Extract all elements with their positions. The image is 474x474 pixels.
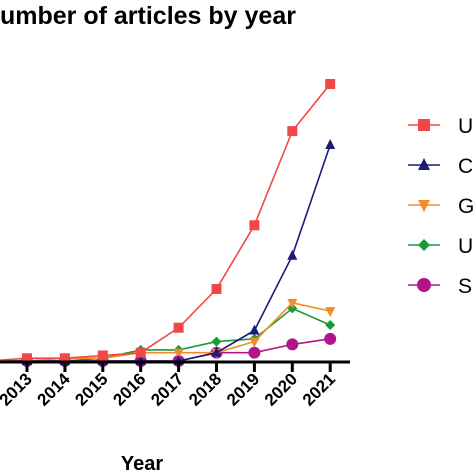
series-0 [0, 79, 336, 364]
chart-title: umber of articles by year [0, 2, 296, 30]
legend-label: C [458, 155, 473, 178]
series-line [0, 301, 331, 362]
data-point [211, 283, 222, 294]
series-layer [0, 79, 337, 367]
legend-item: U [408, 115, 473, 138]
data-point [59, 353, 70, 364]
x-tick-label: 2017 [147, 369, 187, 409]
data-point [211, 336, 222, 347]
data-point [325, 307, 336, 318]
x-tick-label: 2020 [261, 369, 301, 409]
data-point [249, 324, 260, 335]
legend-label: U [458, 115, 473, 138]
legend-marker [418, 158, 430, 170]
data-point [173, 348, 184, 359]
x-tick-label: 2019 [223, 369, 263, 409]
ticks-layer: 2012201320142015201620172018201920202021 [0, 362, 339, 410]
data-point [325, 319, 336, 330]
data-point [286, 338, 299, 351]
legend-item: U [408, 235, 473, 258]
series-2 [0, 298, 336, 367]
data-point [135, 347, 146, 358]
x-tick-label: 2016 [109, 369, 149, 409]
legend-item: C [408, 155, 473, 178]
data-point [97, 350, 108, 361]
data-point [211, 346, 222, 357]
legend-marker [418, 119, 430, 131]
data-point [248, 346, 261, 359]
legend-label: S [458, 275, 472, 298]
data-point [325, 138, 336, 149]
legend-label: G [458, 195, 474, 218]
data-point [287, 298, 298, 309]
series-line [0, 83, 331, 361]
x-tick-label: 2013 [0, 369, 36, 409]
x-tick-label: 2021 [299, 369, 339, 409]
legend-item: G [408, 195, 474, 218]
legend-marker [418, 200, 430, 212]
data-point [173, 322, 184, 333]
data-point [324, 332, 337, 345]
x-tick-label: 2014 [34, 369, 75, 410]
legend-marker [418, 239, 430, 251]
legend-marker [417, 278, 431, 292]
x-tick-label: 2015 [71, 369, 111, 409]
data-point [249, 220, 260, 231]
data-point [249, 337, 260, 348]
data-point [325, 79, 336, 89]
legend-item: S [408, 275, 472, 298]
x-tick-label: 2018 [185, 369, 225, 409]
legend-label: U [458, 235, 473, 258]
data-point [22, 353, 32, 364]
data-point [287, 249, 298, 260]
series-1 [0, 138, 336, 365]
data-point [287, 126, 298, 137]
x-axis-label: Year [121, 453, 163, 474]
series-line [0, 144, 331, 362]
